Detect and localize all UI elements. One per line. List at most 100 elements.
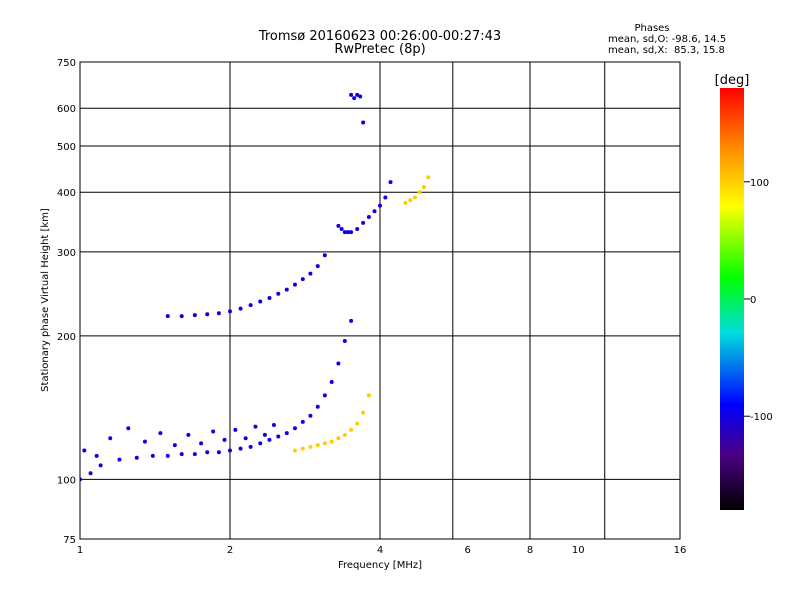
data-point-4-4 bbox=[322, 441, 327, 446]
data-point-3-2 bbox=[108, 436, 113, 441]
data-point-1-5 bbox=[228, 309, 232, 314]
data-point-1-3 bbox=[205, 312, 210, 317]
data-point-1-4 bbox=[216, 311, 221, 316]
data-point-1-1 bbox=[179, 314, 184, 319]
data-point-0-23 bbox=[329, 380, 334, 385]
data-point-0-14 bbox=[258, 441, 263, 446]
data-point-1-15 bbox=[315, 264, 320, 269]
data-point-3-9 bbox=[211, 429, 216, 434]
y-tick-label-2: 500 bbox=[57, 142, 76, 153]
x-tick-label-2: 4 bbox=[377, 545, 383, 556]
data-point-2-7 bbox=[366, 214, 371, 219]
data-point-0-8 bbox=[192, 452, 197, 457]
data-point-0-18 bbox=[292, 426, 297, 431]
data-point-0-7 bbox=[179, 452, 184, 457]
data-point-1-8 bbox=[258, 299, 263, 304]
colorbar-ticks: 100 0 -100 bbox=[744, 178, 773, 423]
chart-subtitle: RwPretec (8p) bbox=[334, 42, 425, 57]
colorbar bbox=[720, 88, 744, 510]
data-point-1-7 bbox=[248, 303, 253, 308]
data-point-3-1 bbox=[94, 453, 99, 458]
data-point-4-11 bbox=[366, 393, 371, 398]
data-points bbox=[80, 92, 431, 482]
y-tick-label-7: 75 bbox=[63, 535, 76, 546]
data-point-0-21 bbox=[315, 404, 320, 409]
data-point-0-2 bbox=[98, 463, 103, 468]
x-tick-label-3: 6 bbox=[465, 545, 471, 556]
colorbar-tick-label-1: 0 bbox=[750, 295, 756, 306]
phases-legend-title: Phases bbox=[634, 23, 669, 34]
data-point-1-9 bbox=[267, 296, 272, 301]
data-point-6-0 bbox=[349, 92, 354, 97]
data-point-3-4 bbox=[142, 439, 147, 444]
data-point-3-3 bbox=[126, 426, 131, 431]
data-point-1-2 bbox=[192, 313, 197, 318]
colorbar-label: [deg] bbox=[715, 73, 750, 88]
x-tick-labels: 1 2 4 6 8 10 16 bbox=[77, 545, 687, 556]
data-point-4-0 bbox=[292, 448, 297, 453]
data-point-4-5 bbox=[329, 439, 334, 444]
data-point-0-17 bbox=[284, 431, 289, 436]
data-point-4-9 bbox=[355, 421, 360, 426]
data-point-0-1 bbox=[88, 471, 93, 476]
plot-frame bbox=[79, 61, 681, 540]
y-tick-label-3: 400 bbox=[57, 188, 76, 199]
data-point-6-1 bbox=[352, 96, 357, 101]
data-point-5-1 bbox=[408, 198, 413, 203]
data-point-4-7 bbox=[342, 432, 347, 437]
x-tick-label-6: 16 bbox=[674, 545, 687, 556]
data-point-0-9 bbox=[205, 450, 210, 455]
data-point-3-6 bbox=[172, 443, 177, 448]
data-point-6-2 bbox=[355, 92, 360, 97]
colorbar-tick-label-0: 100 bbox=[750, 178, 769, 189]
data-point-0-25 bbox=[342, 339, 347, 344]
data-point-0-26 bbox=[349, 318, 354, 323]
data-point-0-6 bbox=[165, 453, 170, 458]
data-point-0-12 bbox=[238, 446, 243, 451]
data-point-3-8 bbox=[199, 441, 204, 446]
x-axis-label: Frequency [MHz] bbox=[338, 560, 422, 571]
data-point-5-5 bbox=[426, 175, 431, 180]
data-point-3-12 bbox=[243, 436, 248, 441]
data-point-6-3 bbox=[358, 94, 363, 99]
y-tick-label-4: 300 bbox=[57, 248, 76, 259]
y-tick-label-0: 750 bbox=[57, 58, 76, 69]
data-point-0-4 bbox=[134, 455, 139, 460]
x-tick-label-1: 2 bbox=[227, 545, 233, 556]
data-point-0-24 bbox=[336, 361, 341, 366]
data-point-0-15 bbox=[267, 437, 272, 442]
data-point-6-4 bbox=[361, 120, 366, 125]
data-point-3-7 bbox=[186, 432, 191, 437]
data-point-0-22 bbox=[322, 393, 327, 398]
data-point-0-19 bbox=[300, 419, 305, 424]
data-point-4-3 bbox=[315, 443, 320, 448]
data-point-5-0 bbox=[403, 200, 408, 205]
y-tick-label-5: 200 bbox=[57, 332, 76, 343]
x-tick-label-4: 8 bbox=[527, 545, 533, 556]
data-point-1-0 bbox=[165, 314, 170, 319]
data-point-1-10 bbox=[276, 291, 281, 296]
data-point-1-13 bbox=[300, 277, 305, 282]
phases-legend-x: mean, sd,X: 85.3, 15.8 bbox=[608, 45, 725, 56]
y-tick-label-6: 100 bbox=[57, 475, 76, 486]
data-point-1-16 bbox=[322, 253, 327, 258]
phases-legend-o: mean, sd,O: -98.6, 14.5 bbox=[608, 34, 726, 45]
data-point-2-6 bbox=[361, 220, 366, 225]
data-point-0-11 bbox=[228, 448, 232, 453]
data-point-0-10 bbox=[216, 450, 221, 455]
data-point-3-14 bbox=[262, 432, 267, 437]
data-point-2-11 bbox=[388, 180, 393, 185]
data-point-3-0 bbox=[82, 448, 87, 453]
data-point-4-10 bbox=[361, 410, 366, 415]
chart-title: Tromsø 20160623 00:26:00-00:27:43 bbox=[258, 29, 501, 44]
data-point-2-3 bbox=[345, 230, 350, 235]
y-axis-label: Stationary phase Virtual Height [km] bbox=[40, 208, 51, 392]
data-point-2-8 bbox=[372, 209, 377, 214]
data-point-3-11 bbox=[233, 427, 238, 432]
x-tick-label-5: 10 bbox=[572, 545, 585, 556]
data-point-1-6 bbox=[238, 306, 243, 311]
data-point-4-8 bbox=[349, 427, 354, 432]
data-point-5-2 bbox=[412, 195, 417, 200]
y-tick-labels: 750 600 500 400 300 200 100 75 bbox=[57, 58, 76, 546]
